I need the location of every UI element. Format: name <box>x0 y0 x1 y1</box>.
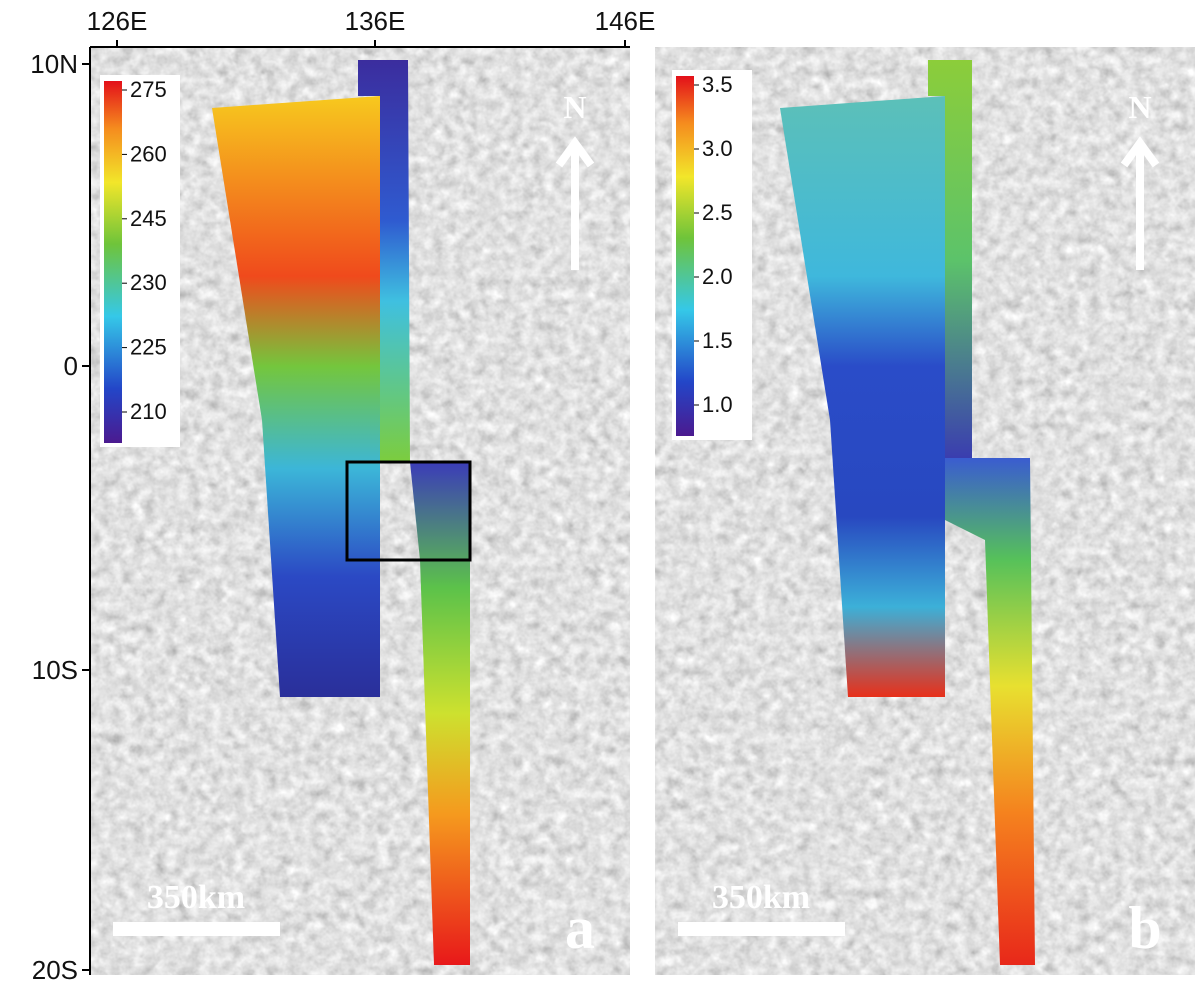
north-label: N <box>563 89 586 125</box>
colorbar-label: 2.0 <box>702 264 733 289</box>
colorbar-label: 1.0 <box>702 392 733 417</box>
data-strip <box>212 96 380 697</box>
colorbar-label: 2.5 <box>702 200 733 225</box>
colorbar-label: 3.0 <box>702 136 733 161</box>
x-label: 126E <box>87 6 148 36</box>
y-label: 0 <box>64 351 78 381</box>
x-label: 136E <box>345 6 406 36</box>
data-strip <box>780 96 945 697</box>
y-label: 20S <box>32 955 78 983</box>
data-strip <box>928 60 972 460</box>
inset-box <box>345 460 472 562</box>
scale-label: 350km <box>712 879 810 916</box>
north-arrow-head <box>1120 136 1160 168</box>
colorbar-label: 225 <box>130 335 167 360</box>
colorbar <box>676 76 694 436</box>
scale-bar <box>113 922 280 936</box>
north-arrow-head <box>555 136 595 168</box>
colorbar <box>104 81 122 443</box>
panel-a <box>90 47 630 975</box>
scale-bar <box>678 922 845 936</box>
north-label: N <box>1128 89 1151 125</box>
colorbar-label: 275 <box>130 77 167 102</box>
data-strip <box>410 462 470 965</box>
panel-b <box>655 47 1195 975</box>
colorbar-label: 3.5 <box>702 72 733 97</box>
colorbar-label: 230 <box>130 270 167 295</box>
panel-letter: b <box>1128 895 1161 961</box>
data-strip <box>945 458 1035 965</box>
colorbar-label: 245 <box>130 206 167 231</box>
colorbar-label: 260 <box>130 141 167 166</box>
data-strip <box>358 60 410 462</box>
panel-letter: a <box>565 895 595 961</box>
x-label: 146E <box>595 6 656 36</box>
y-label: 10S <box>32 655 78 685</box>
y-label: 10N <box>30 49 78 79</box>
scale-label: 350km <box>147 879 245 916</box>
colorbar-label: 210 <box>130 399 167 424</box>
colorbar-label: 1.5 <box>702 328 733 353</box>
